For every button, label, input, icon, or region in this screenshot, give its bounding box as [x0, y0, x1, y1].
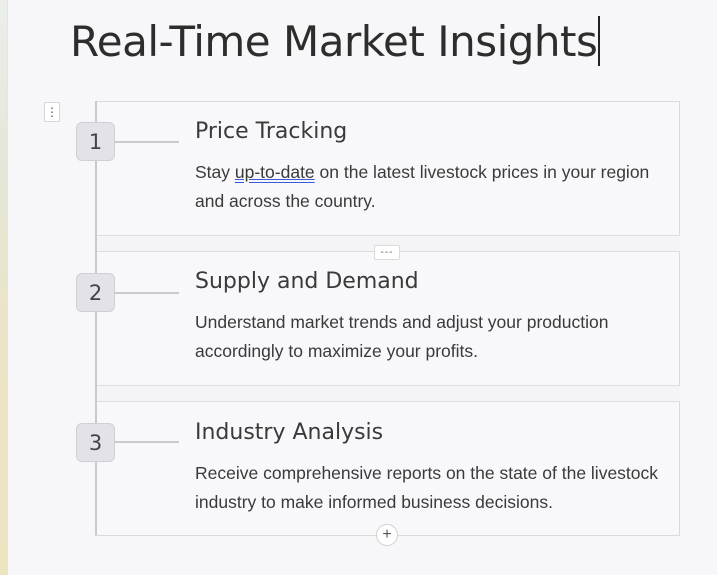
plus-icon: + [382, 526, 392, 543]
timeline-block [95, 101, 680, 536]
step-description-2[interactable]: Understand market trends and adjust your… [195, 312, 609, 361]
page-title[interactable]: Real-Time Market Insights [70, 16, 601, 66]
separator-drag-handle-icon[interactable]: --- [374, 245, 400, 260]
timeline-axis [95, 101, 97, 535]
step-title-1[interactable]: Price Tracking [195, 119, 348, 144]
step-number-badge-2: 2 [76, 273, 115, 312]
step-connector-2 [115, 292, 179, 294]
step-description-1[interactable]: Stay up-to-date on the latest livestock … [195, 158, 675, 215]
step-title-2[interactable]: Supply and Demand [195, 269, 419, 294]
block-options-handle-icon[interactable]: ⋮ [44, 102, 60, 122]
step-description-1-end: on the latest livestock prices in your r… [195, 162, 650, 211]
step-separator-2 [95, 385, 680, 402]
add-step-button[interactable]: + [376, 524, 398, 546]
step-connector-3 [115, 441, 179, 443]
step-connector-1 [115, 141, 179, 143]
step-number-badge-3: 3 [76, 423, 115, 462]
step-title-3[interactable]: Industry Analysis [195, 420, 384, 445]
step-number-badge-1: 1 [76, 122, 115, 161]
step-description-1-start: Stay [195, 162, 235, 182]
left-sidebar-strip [0, 0, 8, 575]
text-cursor [598, 16, 601, 66]
step-description-3[interactable]: Receive comprehensive reports on the sta… [195, 463, 659, 512]
spellcheck-marked-word[interactable]: up-to-date [234, 162, 315, 182]
page-title-text[interactable]: Real-Time Market Insights [70, 16, 598, 66]
